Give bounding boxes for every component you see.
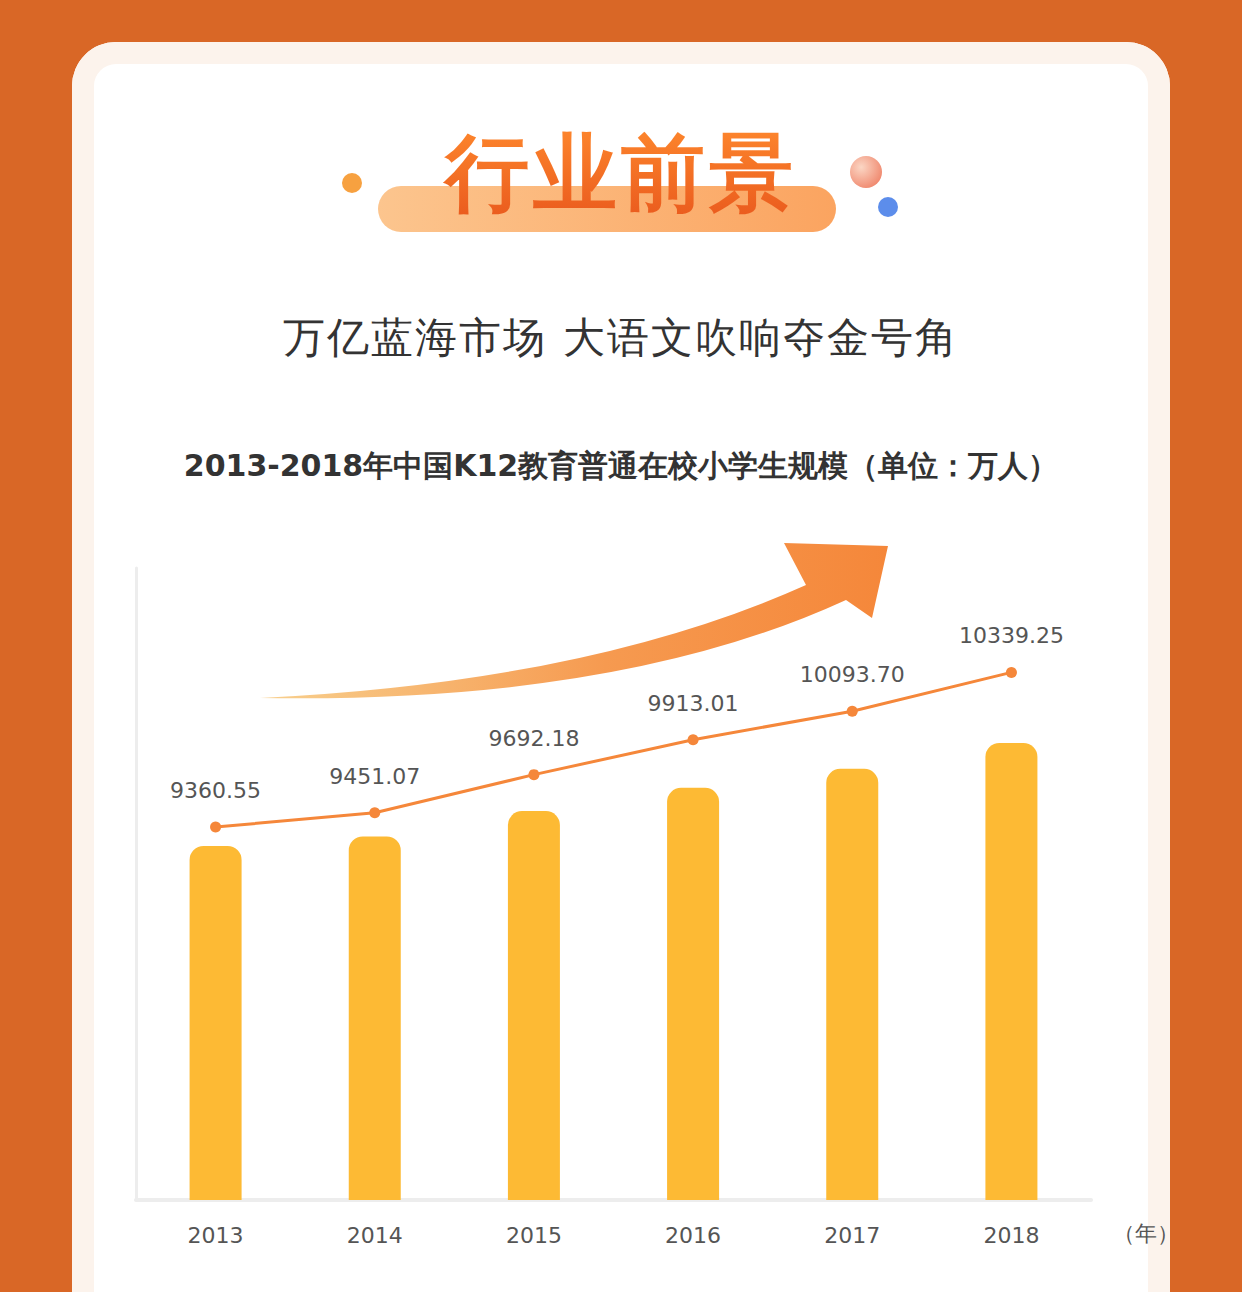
svg-text:2013: 2013 xyxy=(188,1223,244,1248)
svg-text:9913.01: 9913.01 xyxy=(648,691,739,716)
html-text:行业前景: 行业前景 xyxy=(445,124,797,222)
svg-text:10093.70: 10093.70 xyxy=(800,662,905,687)
svg-text:9360.55: 9360.55 xyxy=(170,778,261,803)
svg-text:2018: 2018 xyxy=(983,1223,1039,1248)
svg-text:2017: 2017 xyxy=(824,1223,880,1248)
html-text:万亿蓝海市场 大语文吹响夺金号角: 万亿蓝海市场 大语文吹响夺金号角 xyxy=(283,313,959,362)
svg-text:2014: 2014 xyxy=(347,1223,403,1248)
svg-text:10339.25: 10339.25 xyxy=(959,623,1064,648)
html-text:2013-2018年中国K12教育普通在校小学生规模（单位：: 2013-2018年中国K12教育普通在校小学生规模（单位：万人） xyxy=(183,448,1059,483)
svg-text:9692.18: 9692.18 xyxy=(488,726,579,751)
svg-text:2015: 2015 xyxy=(506,1223,562,1248)
svg-text:9451.07: 9451.07 xyxy=(329,764,420,789)
svg-text:（年）: （年） xyxy=(1113,1221,1179,1246)
svg-text:2016: 2016 xyxy=(665,1223,721,1248)
